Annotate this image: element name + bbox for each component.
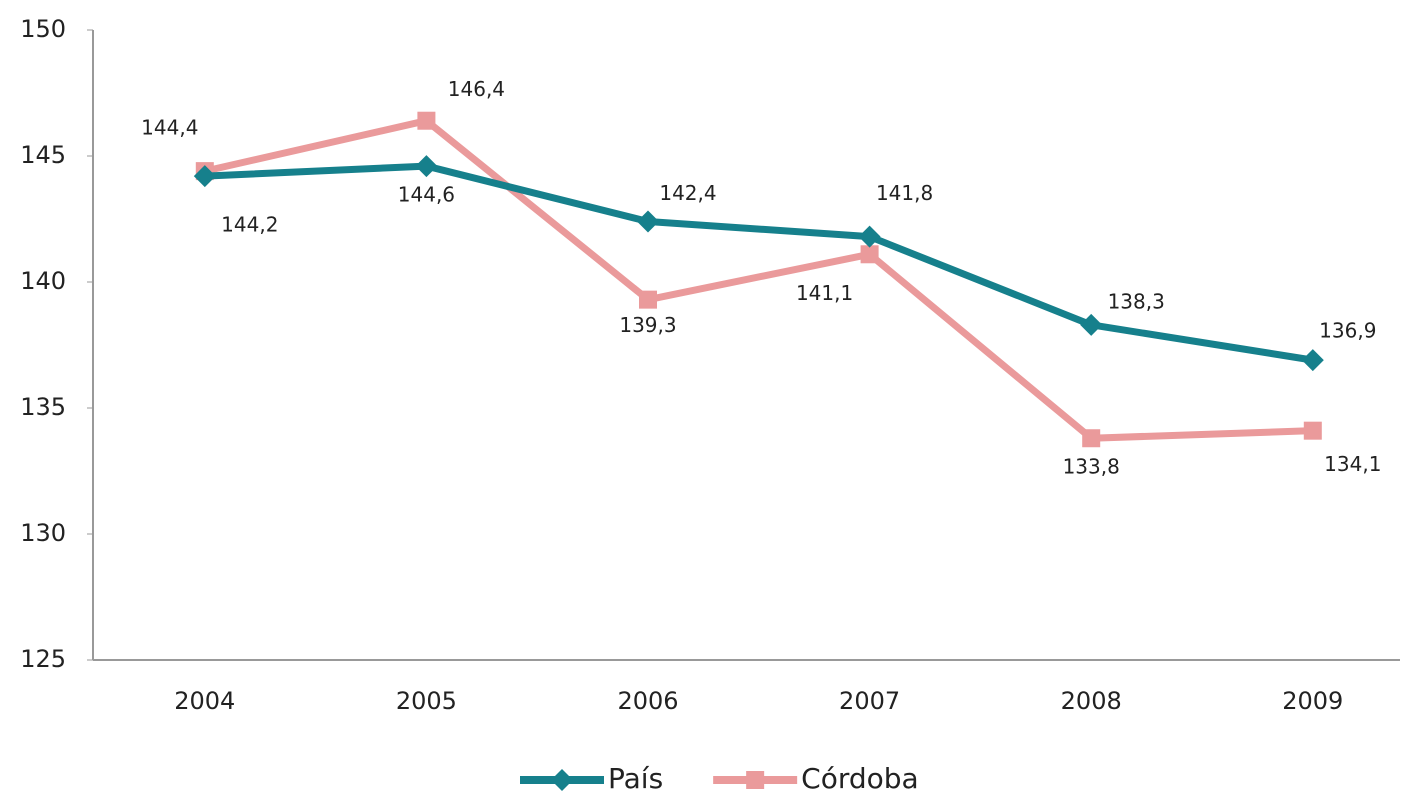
data-label: 144,4 — [141, 116, 198, 140]
x-tick-label: 2006 — [617, 687, 678, 715]
x-tick-label: 2008 — [1061, 687, 1122, 715]
point — [1080, 313, 1103, 336]
x-tick-label: 2007 — [839, 687, 900, 715]
point — [860, 245, 879, 264]
y-tick-label: 125 — [20, 645, 66, 673]
x-tick-label: 2009 — [1282, 687, 1343, 715]
legend-label: Córdoba — [801, 762, 919, 795]
legend-marker — [746, 771, 765, 789]
data-label: 136,9 — [1319, 319, 1376, 343]
data-label: 144,6 — [398, 183, 455, 207]
data-label: 134,1 — [1324, 452, 1381, 476]
y-tick-label: 130 — [20, 519, 66, 547]
point — [415, 155, 438, 178]
point — [417, 111, 436, 130]
point — [1303, 421, 1322, 440]
data-label: 133,8 — [1063, 455, 1120, 479]
data-label: 146,4 — [448, 77, 505, 101]
point — [1301, 349, 1324, 372]
data-label: 141,1 — [796, 281, 853, 305]
data-label: 138,3 — [1108, 289, 1165, 313]
y-tick-label: 150 — [20, 15, 66, 43]
point — [1082, 429, 1101, 448]
data-label: 142,4 — [659, 181, 716, 205]
y-tick-label: 140 — [20, 267, 66, 295]
point — [858, 225, 881, 248]
y-tick-label: 135 — [20, 393, 66, 421]
legend-label: País — [608, 762, 663, 795]
y-tick-label: 145 — [20, 141, 66, 169]
point — [639, 290, 657, 309]
series-line — [204, 162, 1314, 364]
data-label: 141,8 — [876, 181, 933, 205]
point — [637, 210, 659, 233]
series-line — [204, 117, 1313, 442]
x-tick-label: 2004 — [174, 687, 235, 715]
data-label: 144,2 — [221, 213, 278, 237]
point — [193, 165, 216, 188]
data-label: 139,3 — [619, 313, 676, 337]
legend-marker — [551, 769, 573, 791]
x-tick-label: 2005 — [396, 687, 457, 715]
